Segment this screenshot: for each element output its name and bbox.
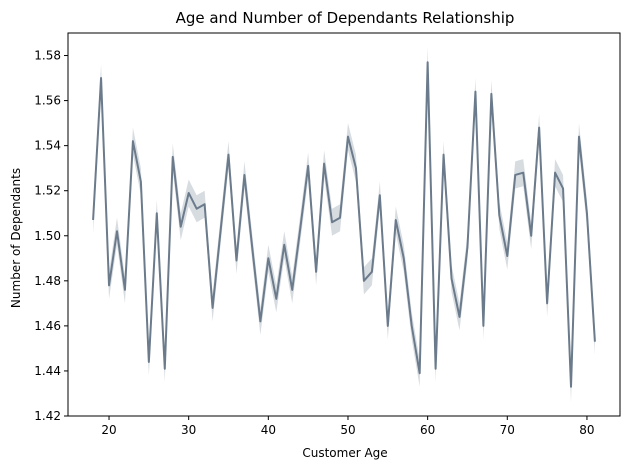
data-point bbox=[116, 230, 118, 232]
data-point bbox=[275, 298, 277, 300]
series-line bbox=[92, 61, 596, 388]
chart-title: Age and Number of Dependants Relationshi… bbox=[176, 9, 515, 27]
data-point bbox=[562, 187, 564, 189]
y-tick-label: 1.46 bbox=[34, 319, 61, 333]
data-point bbox=[371, 271, 373, 273]
y-axis: 1.42 1.44 1.46 1.48 1.50 1.52 1.54 1.56 1.58 bbox=[34, 49, 68, 423]
data-point bbox=[196, 208, 198, 210]
data-point bbox=[570, 386, 572, 388]
data-point bbox=[466, 246, 468, 248]
data-point bbox=[451, 278, 453, 280]
data-point bbox=[594, 341, 596, 343]
x-tick-label: 80 bbox=[579, 423, 594, 437]
data-point bbox=[554, 172, 556, 174]
data-point bbox=[339, 217, 341, 219]
x-axis: 20 30 40 50 60 70 80 bbox=[101, 416, 595, 437]
y-tick-label: 1.48 bbox=[34, 274, 61, 288]
data-point bbox=[172, 156, 174, 158]
data-point bbox=[403, 257, 405, 259]
data-point bbox=[100, 77, 102, 79]
data-point bbox=[108, 284, 110, 286]
y-axis-label: Number of Dependants bbox=[9, 168, 23, 308]
data-point bbox=[411, 325, 413, 327]
data-point bbox=[387, 325, 389, 327]
data-point bbox=[578, 136, 580, 138]
data-point bbox=[267, 257, 269, 259]
y-tick-label: 1.54 bbox=[34, 139, 61, 153]
x-tick-label: 50 bbox=[340, 423, 355, 437]
data-point bbox=[506, 255, 508, 257]
x-tick-label: 20 bbox=[101, 423, 116, 437]
data-point bbox=[530, 235, 532, 237]
y-tick-label: 1.50 bbox=[34, 229, 61, 243]
data-point bbox=[243, 174, 245, 176]
data-point bbox=[522, 172, 524, 174]
confidence-band bbox=[93, 46, 595, 403]
data-point bbox=[363, 280, 365, 282]
x-tick-label: 40 bbox=[261, 423, 276, 437]
data-point bbox=[435, 368, 437, 370]
data-point bbox=[180, 226, 182, 228]
y-tick-label: 1.56 bbox=[34, 94, 61, 108]
data-point bbox=[427, 61, 429, 63]
data-point bbox=[379, 194, 381, 196]
data-point bbox=[140, 181, 142, 183]
data-point bbox=[395, 219, 397, 221]
data-point bbox=[498, 214, 500, 216]
data-point bbox=[490, 93, 492, 95]
data-point bbox=[156, 212, 158, 214]
y-tick-label: 1.58 bbox=[34, 49, 61, 63]
data-point bbox=[419, 372, 421, 374]
data-point bbox=[220, 230, 222, 232]
data-point bbox=[124, 289, 126, 291]
x-tick-label: 60 bbox=[420, 423, 435, 437]
data-point bbox=[514, 174, 516, 176]
data-point bbox=[458, 316, 460, 318]
data-point bbox=[204, 203, 206, 205]
data-point bbox=[443, 154, 445, 156]
data-point bbox=[315, 271, 317, 273]
y-tick-label: 1.44 bbox=[34, 364, 61, 378]
data-point bbox=[148, 361, 150, 363]
data-point bbox=[299, 228, 301, 230]
x-axis-label: Customer Age bbox=[302, 446, 387, 460]
y-tick-label: 1.42 bbox=[34, 409, 61, 423]
data-point bbox=[212, 307, 214, 309]
y-tick-label: 1.52 bbox=[34, 184, 61, 198]
data-point bbox=[228, 154, 230, 156]
x-tick-label: 70 bbox=[500, 423, 515, 437]
data-point bbox=[92, 219, 94, 221]
x-tick-label: 30 bbox=[181, 423, 196, 437]
data-point bbox=[538, 127, 540, 129]
data-point bbox=[586, 212, 588, 214]
axes-frame bbox=[67, 32, 621, 417]
data-point bbox=[546, 302, 548, 304]
data-point bbox=[188, 192, 190, 194]
plot-area bbox=[67, 32, 621, 417]
data-point bbox=[474, 91, 476, 93]
data-point bbox=[235, 260, 237, 262]
data-point bbox=[259, 320, 261, 322]
data-point bbox=[251, 248, 253, 250]
data-point bbox=[132, 140, 134, 142]
data-point bbox=[323, 163, 325, 165]
data-point bbox=[307, 165, 309, 167]
data-point bbox=[291, 289, 293, 291]
data-point bbox=[482, 325, 484, 327]
data-point bbox=[331, 221, 333, 223]
data-point bbox=[355, 167, 357, 169]
data-point bbox=[164, 368, 166, 370]
data-point bbox=[347, 136, 349, 138]
data-point bbox=[283, 244, 285, 246]
